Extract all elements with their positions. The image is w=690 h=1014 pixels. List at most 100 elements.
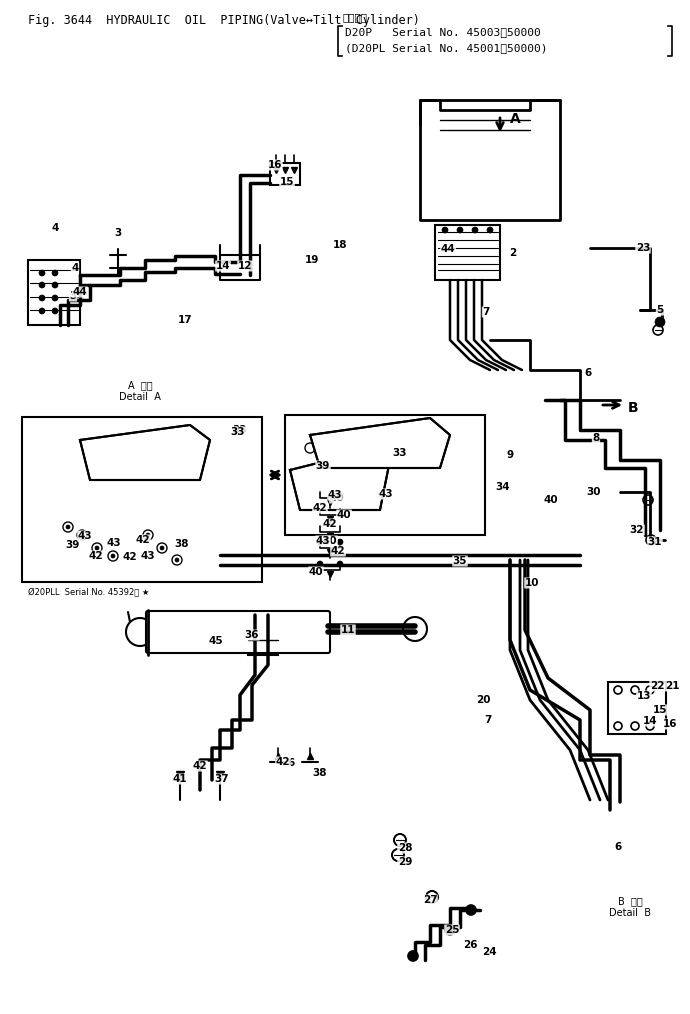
- Text: 42: 42: [193, 760, 207, 771]
- Text: 21: 21: [664, 681, 679, 691]
- Text: 43: 43: [316, 536, 331, 546]
- Text: 17: 17: [178, 315, 193, 325]
- Text: 15: 15: [279, 177, 294, 187]
- Circle shape: [337, 561, 343, 567]
- Text: 5: 5: [656, 305, 664, 315]
- Circle shape: [445, 925, 455, 935]
- FancyBboxPatch shape: [146, 611, 330, 653]
- Text: 41: 41: [172, 774, 187, 784]
- Circle shape: [175, 558, 179, 562]
- Text: 9: 9: [506, 450, 513, 460]
- Text: 43: 43: [78, 531, 92, 541]
- Circle shape: [317, 523, 323, 529]
- Circle shape: [466, 906, 476, 915]
- Circle shape: [52, 295, 58, 301]
- Text: 30: 30: [586, 487, 601, 497]
- Polygon shape: [290, 450, 390, 510]
- Text: 40: 40: [544, 495, 558, 505]
- Text: 14: 14: [642, 716, 658, 726]
- Text: 38: 38: [313, 768, 327, 778]
- Text: 42: 42: [331, 546, 345, 556]
- Bar: [248, 630, 278, 655]
- Polygon shape: [310, 418, 450, 468]
- Circle shape: [337, 539, 343, 545]
- Text: 43: 43: [141, 551, 155, 561]
- Text: 40: 40: [308, 567, 324, 577]
- Text: (D20PL Serial No. 45001～50000): (D20PL Serial No. 45001～50000): [345, 43, 547, 53]
- Text: 43: 43: [379, 489, 393, 499]
- Text: 4: 4: [71, 263, 79, 273]
- Text: 7: 7: [482, 307, 490, 317]
- Circle shape: [52, 282, 58, 288]
- Text: 8: 8: [593, 433, 600, 443]
- Bar: [22, 417, 262, 582]
- Text: 43: 43: [328, 490, 342, 500]
- Circle shape: [408, 951, 418, 961]
- Circle shape: [111, 554, 115, 558]
- Circle shape: [442, 227, 448, 233]
- Text: 26: 26: [463, 940, 477, 950]
- Text: 27: 27: [423, 895, 437, 906]
- Bar: [270, 163, 300, 185]
- Text: 40: 40: [330, 493, 344, 503]
- Text: 3: 3: [70, 291, 77, 301]
- Circle shape: [472, 227, 478, 233]
- Text: 42: 42: [313, 503, 327, 513]
- Text: D20P   Serial No. 45003～50000: D20P Serial No. 45003～50000: [345, 27, 541, 37]
- Text: 4: 4: [51, 223, 59, 233]
- Text: 40: 40: [337, 510, 351, 520]
- Bar: [435, 225, 500, 280]
- Circle shape: [487, 227, 493, 233]
- Text: 43: 43: [107, 538, 121, 548]
- Circle shape: [337, 523, 343, 529]
- Circle shape: [457, 227, 463, 233]
- Text: 37: 37: [215, 774, 229, 784]
- Circle shape: [39, 295, 45, 301]
- Text: Fig. 3644  HYDRAULIC  OIL  PIPING(Valve↔Tilt  Cylinder): Fig. 3644 HYDRAULIC OIL PIPING(Valve↔Til…: [28, 14, 420, 27]
- Circle shape: [95, 546, 99, 550]
- Text: 3: 3: [115, 228, 121, 238]
- Text: Detail  B: Detail B: [609, 908, 651, 918]
- Text: 42: 42: [323, 519, 337, 529]
- Circle shape: [160, 546, 164, 550]
- Polygon shape: [80, 425, 210, 480]
- Text: 40: 40: [323, 536, 337, 546]
- Text: 38: 38: [175, 539, 189, 549]
- Text: 29: 29: [398, 857, 412, 867]
- Text: 適用号機: 適用号機: [342, 12, 368, 22]
- Text: 10: 10: [525, 578, 540, 588]
- Text: 2: 2: [509, 248, 517, 258]
- Text: 11: 11: [341, 625, 355, 635]
- Bar: [608, 682, 666, 734]
- Text: 28: 28: [397, 843, 412, 853]
- Circle shape: [52, 270, 58, 276]
- Circle shape: [317, 489, 323, 495]
- Text: 35: 35: [453, 556, 467, 566]
- Text: 39: 39: [316, 461, 331, 470]
- Text: B: B: [628, 401, 639, 415]
- Text: 6: 6: [614, 842, 622, 852]
- Text: 22: 22: [650, 681, 664, 691]
- Text: B  拡大: B 拡大: [618, 896, 642, 906]
- Circle shape: [655, 317, 665, 327]
- Text: 33: 33: [233, 425, 247, 435]
- Text: 13: 13: [637, 691, 651, 701]
- Circle shape: [39, 308, 45, 314]
- Circle shape: [317, 539, 323, 545]
- Text: 34: 34: [495, 482, 511, 492]
- Text: 36: 36: [245, 630, 259, 640]
- Text: 6: 6: [287, 758, 295, 768]
- Text: 42: 42: [123, 552, 137, 562]
- Text: 7: 7: [484, 715, 492, 725]
- Circle shape: [66, 525, 70, 529]
- Circle shape: [317, 506, 323, 512]
- Text: 42: 42: [136, 535, 150, 545]
- Text: 42: 42: [89, 551, 104, 561]
- Text: 24: 24: [482, 947, 496, 957]
- Circle shape: [337, 489, 343, 495]
- Text: 44: 44: [72, 287, 88, 297]
- Text: 18: 18: [333, 240, 347, 250]
- Bar: [28, 260, 80, 325]
- Circle shape: [39, 282, 45, 288]
- Text: 45: 45: [208, 636, 224, 646]
